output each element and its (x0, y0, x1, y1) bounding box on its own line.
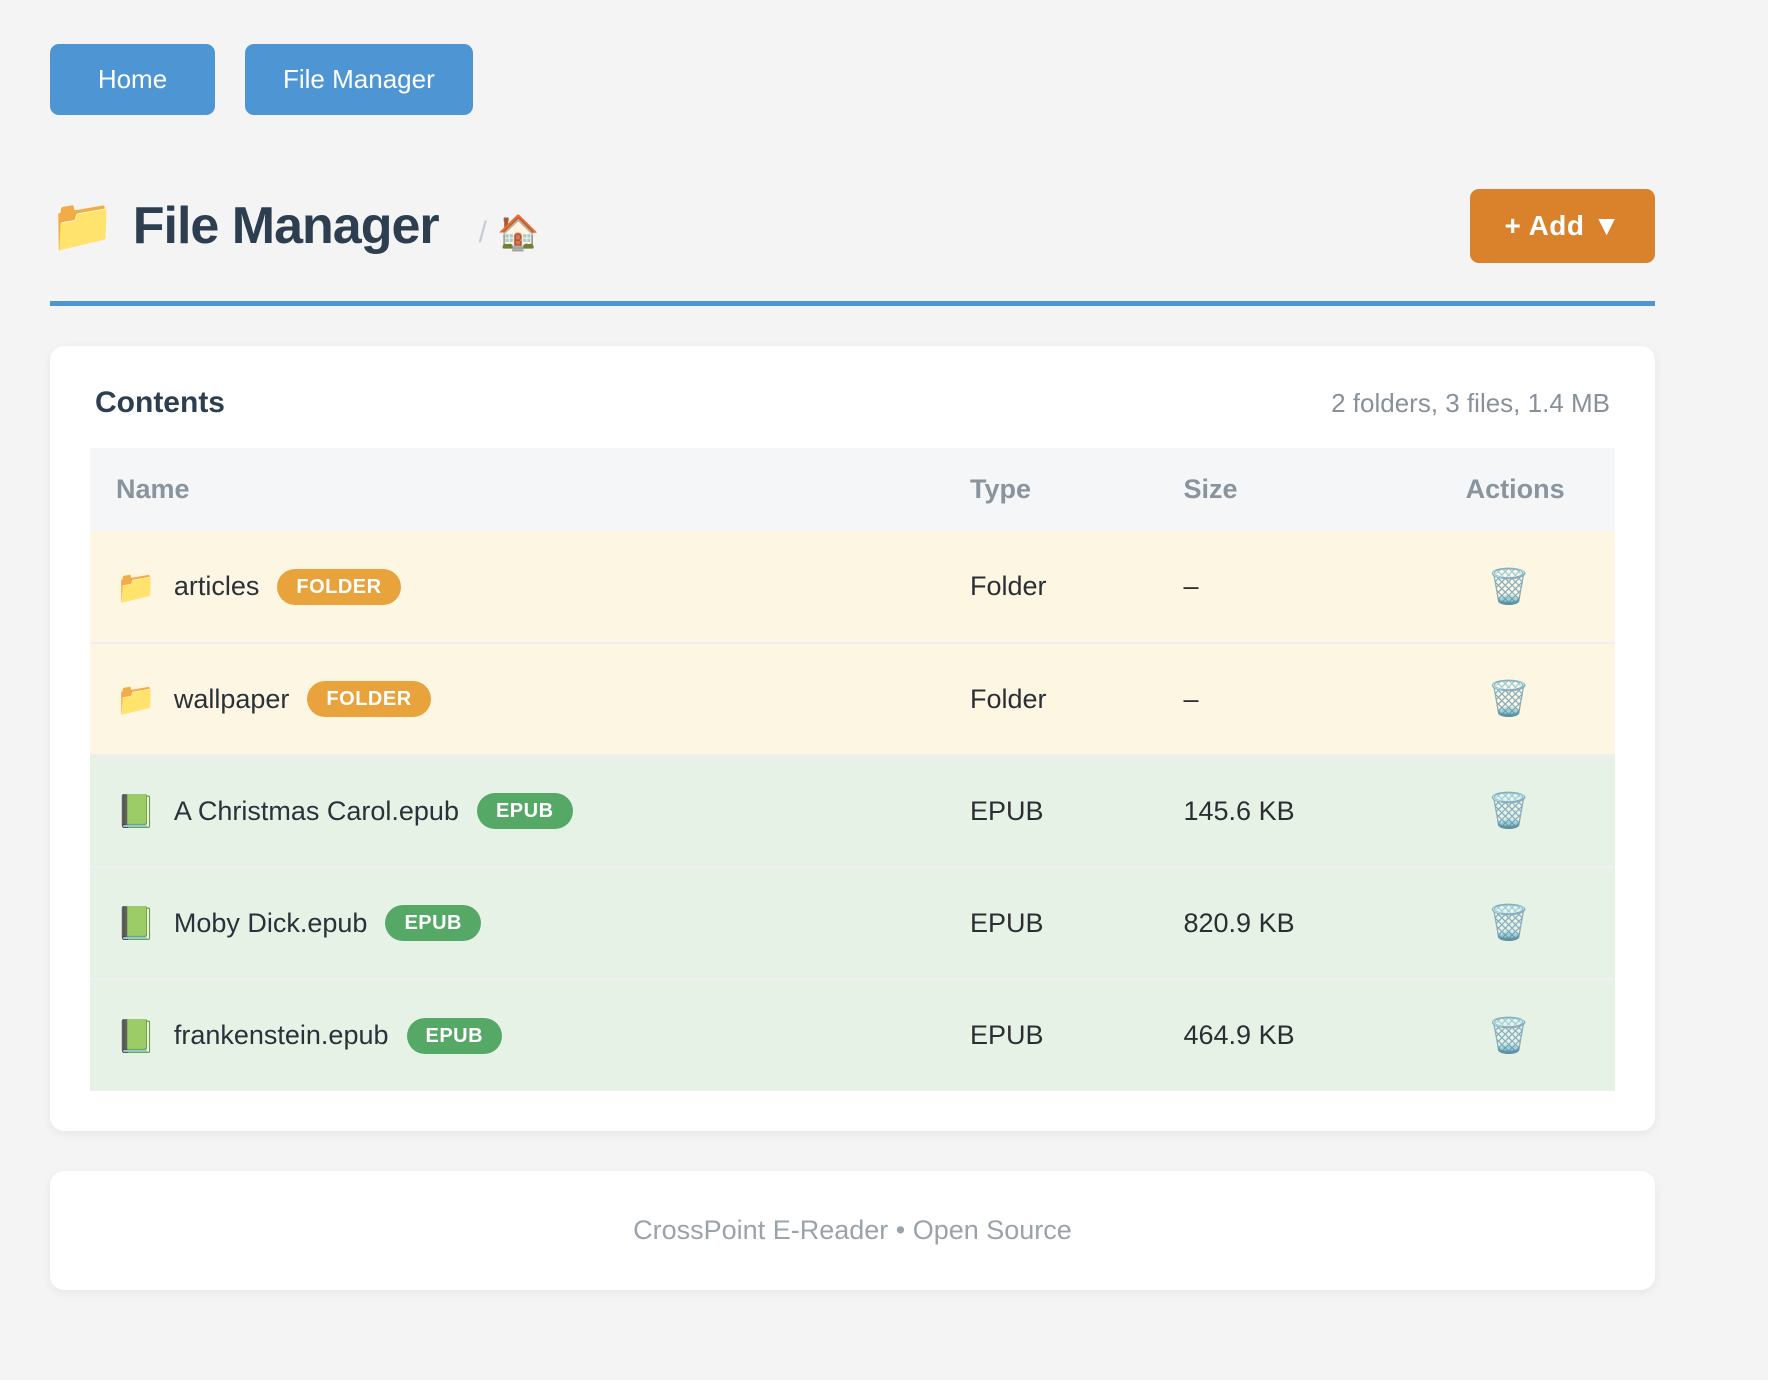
nav-file-manager-button[interactable]: File Manager (245, 44, 473, 116)
file-type-badge: FOLDER (277, 568, 401, 605)
column-header-type: Type (944, 448, 1158, 532)
breadcrumb-separator: / (478, 216, 487, 250)
table-header-row: Name Type Size Actions (90, 448, 1615, 532)
file-size-cell: – (1157, 642, 1440, 756)
file-type-cell: Folder (944, 531, 1158, 644)
nav-home-button[interactable]: Home (50, 44, 215, 116)
contents-summary: 2 folders, 3 files, 1.4 MB (1331, 387, 1610, 418)
file-name[interactable]: A Christmas Carol.epub (173, 795, 459, 826)
file-type-badge: EPUB (476, 793, 573, 830)
delete-button[interactable]: 🗑️ (1484, 902, 1534, 944)
file-type-icon: 📗 (116, 905, 156, 942)
delete-button[interactable]: 🗑️ (1484, 678, 1534, 720)
title-wrap: 📁 File Manager / 🏠 (50, 196, 539, 256)
file-type-icon: 📗 (116, 1017, 156, 1054)
breadcrumb: / 🏠 (479, 216, 540, 250)
folder-icon: 📁 (50, 197, 115, 256)
file-type-icon: 📁 (116, 568, 156, 605)
column-header-name: Name (90, 448, 944, 532)
contents-title: Contents (95, 386, 225, 420)
file-type-badge: EPUB (385, 905, 482, 942)
file-size-cell: – (1157, 531, 1440, 644)
page-header: 📁 File Manager / 🏠 + Add ▼ (50, 189, 1655, 264)
add-button[interactable]: + Add ▼ (1470, 189, 1655, 264)
file-type-icon: 📗 (116, 793, 156, 830)
contents-card: Contents 2 folders, 3 files, 1.4 MB Name… (50, 346, 1655, 1132)
table-row: 📗 frankenstein.epub EPUB EPUB 464.9 KB 🗑… (90, 978, 1615, 1092)
contents-header: Contents 2 folders, 3 files, 1.4 MB (90, 386, 1615, 448)
file-name[interactable]: frankenstein.epub (173, 1020, 389, 1051)
footer-card: CrossPoint E-Reader • Open Source (50, 1171, 1655, 1291)
header-divider (50, 301, 1655, 307)
file-type-cell: EPUB (944, 754, 1158, 868)
table-row: 📁 articles FOLDER Folder – 🗑️ (90, 531, 1615, 644)
file-name[interactable]: wallpaper (173, 683, 290, 714)
footer-text: CrossPoint E-Reader • Open Source (633, 1215, 1072, 1246)
top-nav: Home File Manager (50, 44, 1655, 116)
table-row: 📁 wallpaper FOLDER Folder – 🗑️ (90, 642, 1615, 756)
table-row: 📗 A Christmas Carol.epub EPUB EPUB 145.6… (90, 754, 1615, 868)
file-type-badge: EPUB (406, 1017, 503, 1054)
file-size-cell: 464.9 KB (1157, 978, 1440, 1092)
delete-button[interactable]: 🗑️ (1484, 1015, 1534, 1057)
file-type-cell: EPUB (944, 978, 1158, 1092)
file-type-cell: EPUB (944, 866, 1158, 980)
delete-button[interactable]: 🗑️ (1484, 790, 1534, 832)
file-type-icon: 📁 (116, 681, 156, 718)
delete-button[interactable]: 🗑️ (1484, 566, 1534, 608)
file-table: Name Type Size Actions 📁 articles FOLDER… (90, 448, 1615, 1092)
file-name[interactable]: articles (173, 571, 260, 602)
file-type-cell: Folder (944, 642, 1158, 756)
home-icon[interactable]: 🏠 (496, 214, 540, 253)
file-name[interactable]: Moby Dick.epub (173, 907, 368, 938)
table-row: 📗 Moby Dick.epub EPUB EPUB 820.9 KB 🗑️ (90, 866, 1615, 980)
column-header-actions: Actions (1439, 448, 1615, 532)
page: Home File Manager 📁 File Manager / 🏠 + A… (50, 44, 1655, 1291)
table-body: 📁 articles FOLDER Folder – 🗑️ 📁 wallpape… (90, 531, 1615, 1092)
file-size-cell: 145.6 KB (1157, 754, 1440, 868)
file-type-badge: FOLDER (307, 681, 431, 718)
column-header-size: Size (1157, 448, 1440, 532)
page-title: File Manager (132, 197, 440, 256)
file-size-cell: 820.9 KB (1157, 866, 1440, 980)
